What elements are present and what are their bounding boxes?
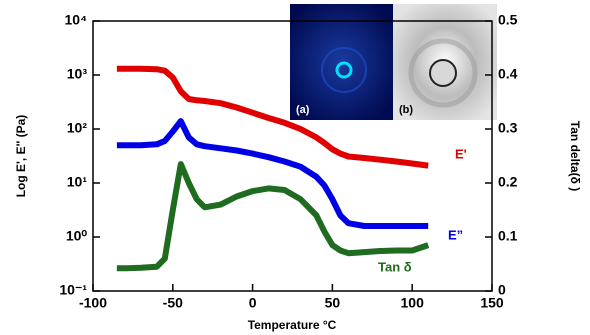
series-label: E” [448,227,463,242]
x-tick-label: 100 [401,295,425,311]
y-tick-label: 10² [67,120,88,136]
series-line [117,121,428,226]
x-tick-label: -50 [163,295,183,311]
y-tick-label: 10³ [67,66,88,82]
x-axis-title: Temperature °C [248,318,337,332]
inset-label: (a) [296,104,310,116]
series-line [117,164,428,268]
y-axis-title: Log E', E'' (Pa) [14,115,28,198]
x-tick-label: 0 [249,295,257,311]
y2-tick-label: 0.2 [498,174,518,190]
y2-tick-label: 0.4 [498,66,518,82]
y2-axis-title: Tan delta(δ ) [568,121,582,191]
chart: Log E', E'' (Pa) Tan delta(δ ) Temperatu… [0,0,590,335]
x-tick-label: -100 [79,295,107,311]
y-tick-label: 10¹ [67,174,88,190]
x-tick-label: 50 [325,295,341,311]
y2-tick-label: 0.1 [498,228,518,244]
y2-tick-label: 0.5 [498,12,518,28]
x-tick-label: 150 [480,295,504,311]
y2-tick-label: 0.3 [498,120,518,136]
y-tick-label: 10⁴ [65,12,88,28]
inset-label: (b) [399,104,413,116]
y-tick-label: 10⁰ [66,228,88,244]
series-label: Tan δ [378,259,412,274]
series-label: E' [455,146,467,161]
